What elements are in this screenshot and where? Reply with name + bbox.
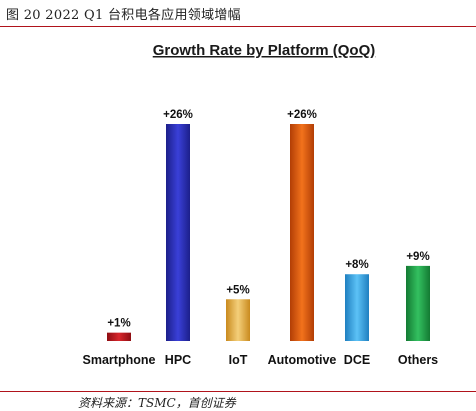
bar-automotive	[290, 124, 314, 341]
chart-title: Growth Rate by Platform (QoQ)	[153, 42, 376, 59]
bar-smartphone	[107, 332, 131, 341]
value-label-automotive: +26%	[287, 109, 317, 121]
value-label-hpc: +26%	[163, 109, 193, 121]
category-label-iot: IoT	[229, 353, 248, 367]
value-label-iot: +5%	[226, 284, 249, 296]
bar-iot	[226, 299, 250, 341]
bar-hpc	[166, 124, 190, 341]
value-label-dce: +8%	[345, 259, 368, 271]
top-rule	[0, 26, 476, 27]
bottom-rule	[0, 391, 476, 392]
category-label-smartphone: Smartphone	[83, 353, 156, 367]
source-note: 资料来源：TSMC，首创证券	[78, 396, 236, 410]
category-label-others: Others	[398, 353, 438, 367]
bar-dce	[345, 274, 369, 341]
value-label-smartphone: +1%	[107, 318, 130, 330]
figure-caption: 图 20 2022 Q1 台积电各应用领域增幅	[6, 8, 241, 23]
value-label-others: +9%	[406, 251, 429, 263]
category-label-dce: DCE	[344, 353, 370, 367]
growth-rate-chart: Growth Rate by Platform (QoQ) +1% Smartph…	[83, 42, 439, 367]
category-label-automotive: Automotive	[268, 353, 337, 367]
category-label-hpc: HPC	[165, 353, 191, 367]
bar-others	[406, 265, 430, 341]
